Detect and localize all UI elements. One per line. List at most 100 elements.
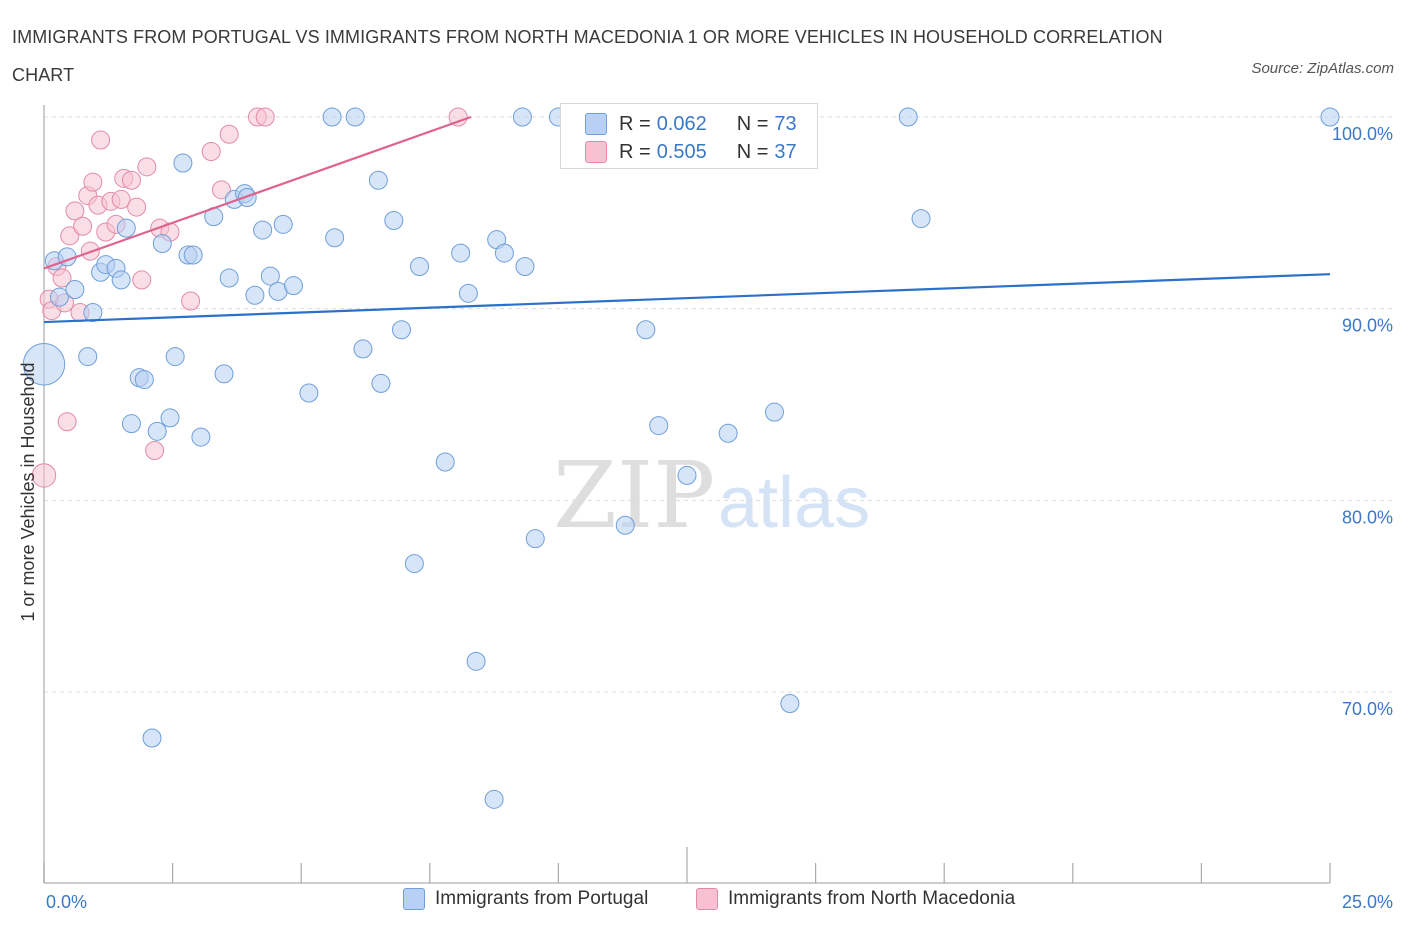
portugal-point[interactable] (384, 211, 404, 230)
y-tick-label: 70.0% (1342, 699, 1393, 719)
macedonia-point[interactable] (127, 197, 147, 217)
portugal-point[interactable] (214, 364, 234, 384)
portugal-point[interactable] (78, 347, 98, 367)
portugal-point[interactable] (435, 452, 455, 472)
macedonia-point[interactable] (181, 291, 201, 311)
portugal-point[interactable] (410, 257, 430, 276)
portugal-point[interactable] (404, 554, 424, 574)
macedonia-point[interactable] (31, 463, 57, 488)
portugal-point[interactable] (780, 694, 800, 713)
portugal-point[interactable] (677, 465, 697, 485)
portugal-point[interactable] (152, 234, 172, 253)
n-label: N = (736, 140, 769, 163)
portugal-point[interactable] (121, 414, 141, 434)
portugal-point[interactable] (219, 268, 239, 288)
portugal-point[interactable] (764, 402, 784, 422)
macedonia-point[interactable] (65, 201, 85, 221)
portugal-point[interactable] (368, 170, 388, 190)
macedonia-point[interactable] (121, 170, 141, 190)
portugal-point[interactable] (525, 529, 545, 549)
portugal-point[interactable] (173, 153, 193, 173)
portugal-point[interactable] (245, 285, 265, 305)
macedonia-point[interactable] (255, 107, 275, 127)
r-value: 0.062 (656, 112, 707, 135)
tick-labels: 70.0% 80.0% 90.0% 100.0% 0.0% 25.0% (46, 124, 1393, 912)
macedonia-point[interactable] (211, 180, 231, 200)
portugal-point[interactable] (49, 287, 69, 307)
portugal-point[interactable] (273, 214, 293, 234)
y-tick-label: 90.0% (1342, 316, 1393, 336)
macedonia-swatch (696, 888, 718, 910)
portugal-point[interactable] (142, 728, 162, 748)
portugal-point[interactable] (183, 245, 203, 265)
portugal-point[interactable] (111, 270, 131, 290)
portugal-point[interactable] (451, 243, 471, 263)
macedonia-point[interactable] (73, 216, 93, 236)
macedonia-trend-line (43, 115, 472, 270)
portugal-point[interactable] (165, 347, 185, 367)
n-value: 73 (774, 112, 797, 135)
portugal-point[interactable] (83, 303, 103, 322)
portugal-point[interactable] (253, 220, 273, 240)
portugal-point[interactable] (65, 280, 85, 299)
portugal-point[interactable] (636, 320, 656, 340)
portugal-point[interactable] (1320, 107, 1340, 127)
stats-row-macedonia: R = 0.505 N = 37 (585, 140, 797, 164)
macedonia-point[interactable] (52, 268, 72, 288)
macedonia-point[interactable] (57, 412, 77, 432)
macedonia-point[interactable] (60, 226, 80, 246)
portugal-point[interactable] (147, 421, 167, 441)
portugal-point[interactable] (515, 257, 535, 276)
macedonia-point[interactable] (201, 142, 221, 161)
macedonia-point[interactable] (219, 124, 239, 144)
r-value: 0.505 (656, 140, 707, 163)
portugal-point[interactable] (134, 370, 154, 390)
source-label: Source: ZipAtlas.com (1251, 60, 1394, 77)
portugal-point[interactable] (615, 515, 635, 535)
r-label: R = (619, 112, 651, 135)
legend-label: Immigrants from Portugal (435, 888, 649, 909)
portugal-point[interactable] (484, 789, 504, 809)
portugal-point[interactable] (191, 427, 211, 447)
legend-label: Immigrants from North Macedonia (728, 888, 1016, 909)
portugal-point[interactable] (325, 228, 345, 248)
portugal-point[interactable] (392, 320, 412, 340)
portugal-point[interactable] (458, 283, 478, 303)
y-axis-title: 1 or more Vehicles in Household (18, 362, 38, 621)
portugal-swatch (585, 113, 607, 135)
portugal-point[interactable] (345, 107, 365, 127)
portugal-point[interactable] (494, 243, 514, 263)
portugal-point[interactable] (718, 423, 738, 443)
portugal-point[interactable] (22, 343, 66, 386)
portugal-point[interactable] (466, 651, 486, 671)
macedonia-point[interactable] (111, 189, 131, 209)
portugal-point[interactable] (116, 218, 136, 238)
n-label: N = (736, 112, 769, 135)
portugal-point[interactable] (512, 107, 532, 127)
macedonia-point[interactable] (448, 107, 468, 127)
portugal-point[interactable] (160, 408, 180, 428)
portugal-point[interactable] (299, 383, 319, 403)
chart-title: IMMIGRANTS FROM PORTUGAL VS IMMIGRANTS F… (12, 27, 1163, 85)
legend-item-macedonia[interactable]: Immigrants from North Macedonia (696, 888, 1015, 910)
portugal-point[interactable] (898, 107, 918, 127)
portugal-point[interactable] (911, 209, 931, 229)
stats-legend: R = 0.062 N = 73 R = 0.505 N = 37 (560, 103, 818, 169)
portugal-point[interactable] (649, 416, 669, 436)
macedonia-point[interactable] (137, 157, 157, 177)
portugal-point[interactable] (371, 373, 391, 393)
portugal-point[interactable] (353, 339, 373, 359)
portugal-point[interactable] (260, 266, 280, 286)
macedonia-point[interactable] (145, 441, 165, 460)
macedonia-swatch (585, 141, 607, 163)
portugal-trend-line (43, 273, 1331, 324)
macedonia-point[interactable] (83, 172, 103, 192)
series-legend: Immigrants from Portugal Immigrants from… (0, 888, 1406, 916)
macedonia-point[interactable] (132, 270, 152, 290)
portugal-point[interactable] (283, 276, 303, 296)
portugal-point[interactable] (322, 107, 342, 127)
macedonia-point[interactable] (91, 130, 111, 150)
x-tick-label-max: 25.0% (1342, 892, 1393, 912)
legend-item-portugal[interactable]: Immigrants from Portugal (403, 888, 648, 910)
